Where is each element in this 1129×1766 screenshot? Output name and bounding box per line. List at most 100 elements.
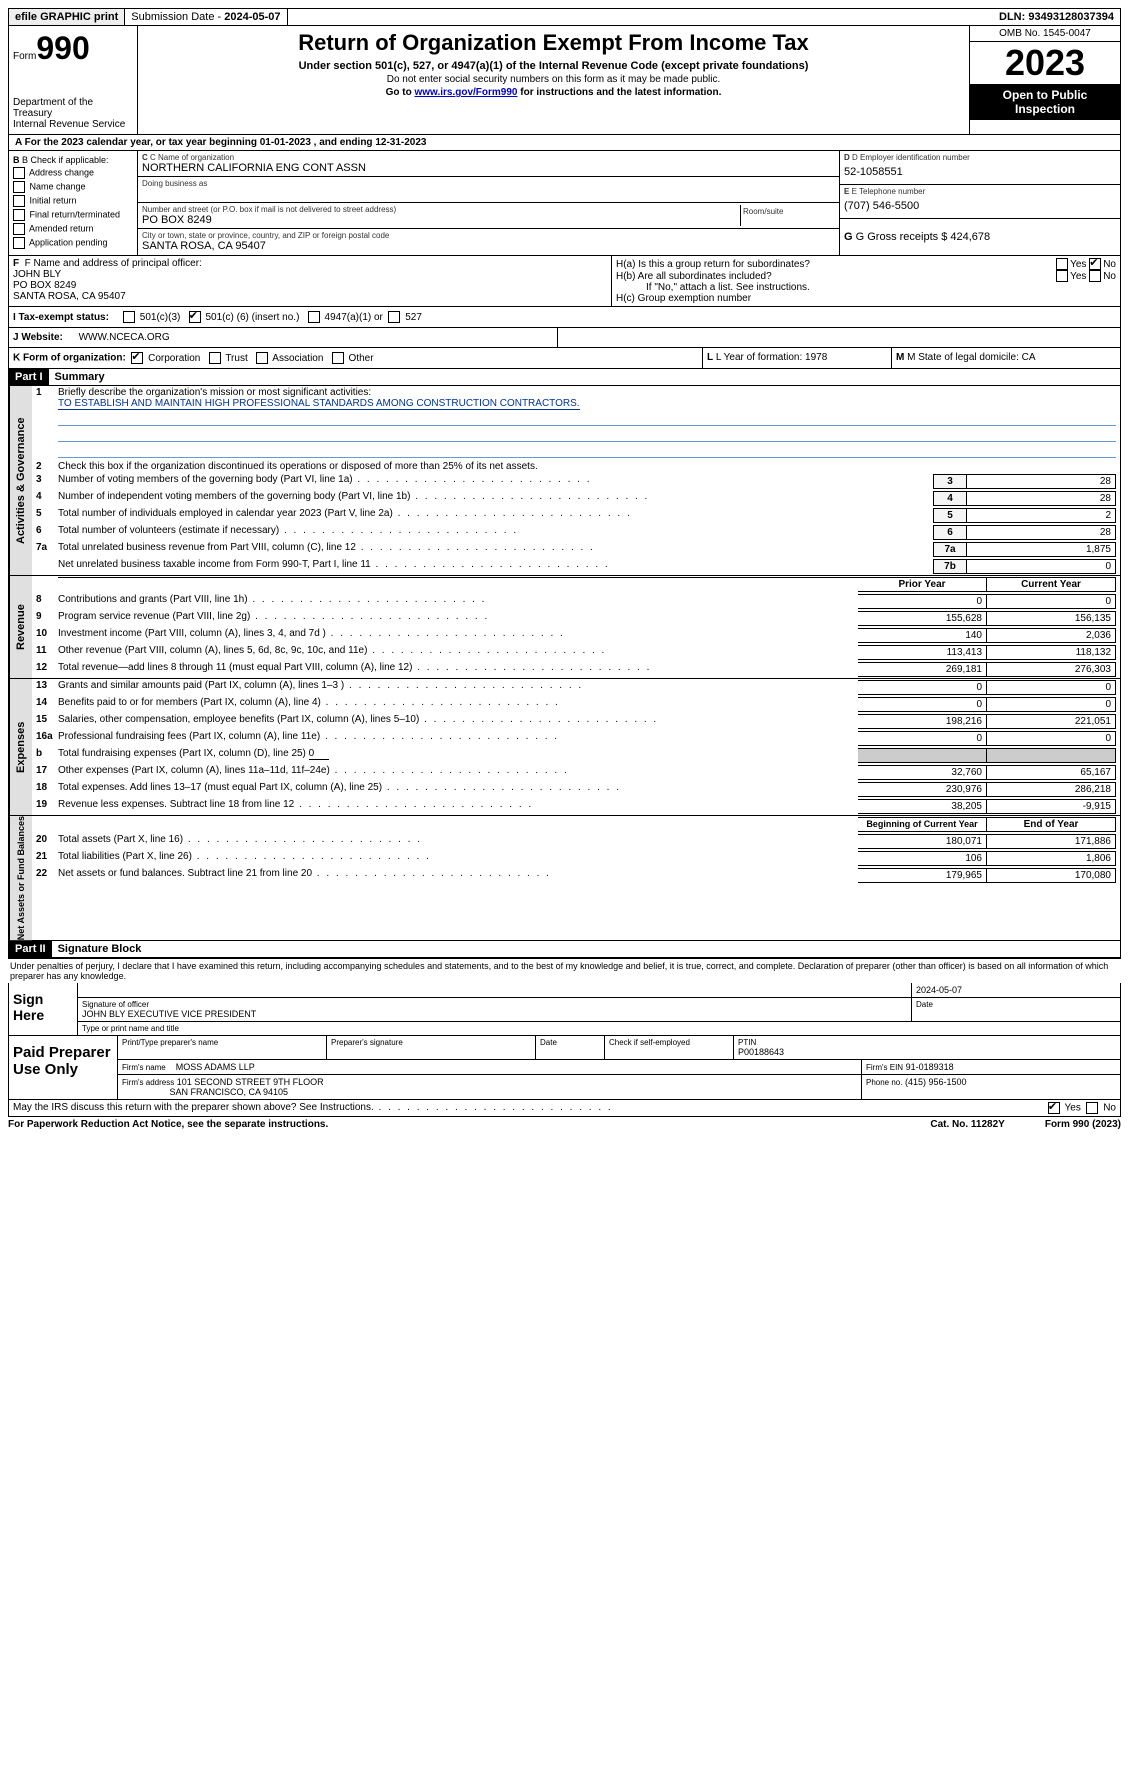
line-18-prior: 230,976 (858, 782, 987, 797)
line-11-prior: 113,413 (858, 645, 987, 660)
line-10-prior: 140 (858, 628, 987, 643)
city: SANTA ROSA, CA 95407 (142, 240, 835, 252)
line-7a-value: 1,875 (967, 542, 1116, 557)
section-c: C C Name of organizationNORTHERN CALIFOR… (138, 151, 839, 255)
paid-preparer: Paid Preparer Use Only Print/Type prepar… (8, 1036, 1121, 1100)
line-22-prior: 179,965 (858, 868, 987, 883)
firm-addr1: 101 SECOND STREET 9TH FLOOR (177, 1077, 324, 1087)
section-b: B B Check if applicable: Address change … (9, 151, 138, 255)
discuss-no[interactable] (1086, 1102, 1098, 1114)
page-footer: For Paperwork Reduction Act Notice, see … (8, 1119, 1121, 1130)
line-17-prior: 32,760 (858, 765, 987, 780)
website-row: J Website: WWW.NCECA.ORG (8, 328, 1121, 348)
chk-501c3[interactable] (123, 311, 135, 323)
hb-yes[interactable] (1056, 270, 1068, 282)
line-7b-value: 0 (967, 559, 1116, 574)
ein: 52-1058551 (844, 162, 1116, 182)
line-9-current: 156,135 (987, 611, 1116, 626)
line-21-prior: 106 (858, 851, 987, 866)
line-17-current: 65,167 (987, 765, 1116, 780)
chk-527[interactable] (388, 311, 400, 323)
sidebar-governance: Activities & Governance (9, 386, 32, 575)
ssn-note: Do not enter social security numbers on … (142, 74, 965, 85)
efile-btn[interactable]: efile GRAPHIC print (9, 9, 125, 25)
line-12-prior: 269,181 (858, 662, 987, 677)
line-19-prior: 38,205 (858, 799, 987, 814)
officer-street: PO BOX 8249 (13, 280, 607, 291)
section-governance: Activities & Governance 1Briefly describ… (8, 386, 1121, 576)
chk-final-return/terminated[interactable] (13, 209, 25, 221)
mission-text: TO ESTABLISH AND MAINTAIN HIGH PROFESSIO… (58, 398, 580, 410)
state-domicile: M M State of legal domicile: CA (892, 348, 1120, 368)
line-4-value: 28 (967, 491, 1116, 506)
omb-number: OMB No. 1545-0047 (970, 26, 1120, 42)
line-10-current: 2,036 (987, 628, 1116, 643)
line-19-current: -9,915 (987, 799, 1116, 814)
form-number: 990 (36, 30, 89, 66)
discuss-yes[interactable] (1048, 1102, 1060, 1114)
line-16a-prior: 0 (858, 731, 987, 746)
line-5-value: 2 (967, 508, 1116, 523)
sign-date: 2024-05-07 (912, 983, 1120, 997)
firm-ein: 91-0189318 (906, 1062, 954, 1072)
chk-amended-return[interactable] (13, 223, 25, 235)
phone: (707) 546-5500 (844, 196, 1116, 216)
sign-here: Sign Here 2024-05-07 Signature of office… (8, 983, 1121, 1036)
part1-header: Part I (9, 369, 49, 385)
tax-year: 2023 (970, 42, 1120, 84)
ha-yes[interactable] (1056, 258, 1068, 270)
org-name: NORTHERN CALIFORNIA ENG CONT ASSN (142, 162, 835, 174)
section-net-assets: Net Assets or Fund Balances Beginning of… (8, 816, 1121, 941)
line-8-prior: 0 (858, 594, 987, 609)
submission-date: Submission Date - 2024-05-07 (125, 9, 287, 25)
part2-header: Part II (9, 941, 52, 957)
open-to-public: Open to Public Inspection (970, 84, 1120, 120)
hb-no[interactable] (1089, 270, 1101, 282)
line-13-prior: 0 (858, 680, 987, 695)
chk-trust[interactable] (209, 352, 221, 364)
chk-association[interactable] (256, 352, 268, 364)
line-6-value: 28 (967, 525, 1116, 540)
form-subtitle: Under section 501(c), 527, or 4947(a)(1)… (142, 60, 965, 72)
street: PO BOX 8249 (142, 214, 740, 226)
may-discuss-row: May the IRS discuss this return with the… (8, 1100, 1121, 1117)
form-label: Form (13, 51, 36, 62)
line-11-current: 118,132 (987, 645, 1116, 660)
form-header: Form990 Department of the Treasury Inter… (8, 26, 1121, 135)
website-value: WWW.NCECA.ORG (79, 332, 170, 343)
chk-name-change[interactable] (13, 181, 25, 193)
chk-application-pending[interactable] (13, 237, 25, 249)
part1-title: Summary (49, 369, 111, 385)
tax-exempt-row: I Tax-exempt status: 501(c)(3) 501(c) ( … (8, 307, 1121, 328)
section-revenue: Revenue Prior YearCurrent Year 8Contribu… (8, 576, 1121, 679)
line-14-current: 0 (987, 697, 1116, 712)
line-20-current: 171,886 (987, 834, 1116, 849)
line-16a-current: 0 (987, 731, 1116, 746)
chk-corporation[interactable] (131, 352, 143, 364)
line-22-current: 170,080 (987, 868, 1116, 883)
chk-other[interactable] (332, 352, 344, 364)
sidebar-net: Net Assets or Fund Balances (9, 816, 32, 940)
chk-address-change[interactable] (13, 167, 25, 179)
line-13-current: 0 (987, 680, 1116, 695)
section-f-h: F F Name and address of principal office… (8, 256, 1121, 307)
row-k: K Form of organization: Corporation Trus… (8, 348, 1121, 369)
line-15-prior: 198,216 (858, 714, 987, 729)
chk-4947[interactable] (308, 311, 320, 323)
line-21-current: 1,806 (987, 851, 1116, 866)
line-18-current: 286,218 (987, 782, 1116, 797)
chk-501c[interactable] (189, 311, 201, 323)
top-bar: efile GRAPHIC print Submission Date - 20… (8, 8, 1121, 26)
link-note: Go to www.irs.gov/Form990 for instructio… (142, 87, 965, 98)
chk-initial-return[interactable] (13, 195, 25, 207)
line-20-prior: 180,071 (858, 834, 987, 849)
year-formation: L L Year of formation: 1978 (703, 348, 892, 368)
dln: DLN: 93493128037394 (993, 9, 1120, 25)
irs-link[interactable]: www.irs.gov/Form990 (414, 87, 517, 98)
form-title: Return of Organization Exempt From Incom… (142, 30, 965, 56)
firm-addr2: SAN FRANCISCO, CA 94105 (170, 1087, 289, 1097)
line-14-prior: 0 (858, 697, 987, 712)
line-9-prior: 155,628 (858, 611, 987, 626)
ha-no[interactable] (1089, 258, 1101, 270)
officer-name: JOHN BLY (13, 269, 607, 280)
